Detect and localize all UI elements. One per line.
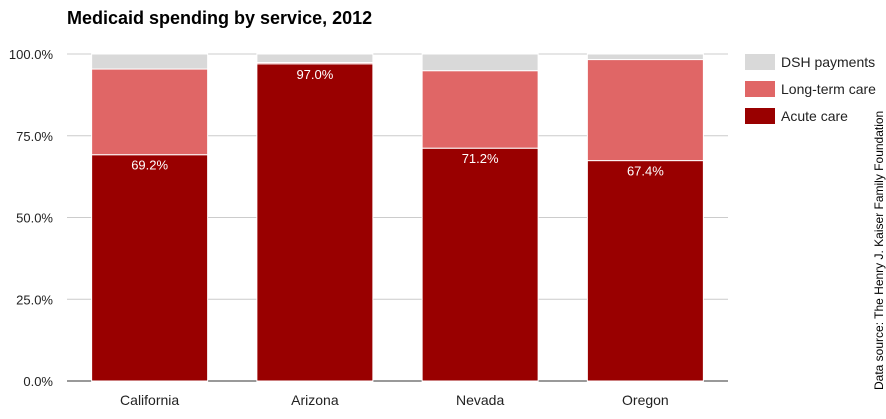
legend-label: DSH payments	[781, 54, 875, 70]
data-label: 69.2%	[131, 158, 168, 173]
x-tick-label: Arizona	[291, 392, 339, 408]
chart-title: Medicaid spending by service, 2012	[67, 8, 373, 28]
legend-swatch	[745, 108, 775, 124]
x-tick-label: Nevada	[456, 392, 504, 408]
data-label: 97.0%	[296, 67, 333, 82]
legend-swatch	[745, 81, 775, 97]
bar-segment	[91, 154, 209, 382]
data-source-annotation: Data source: The Henry J. Kaiser Family …	[872, 110, 886, 390]
y-tick-label: 25.0%	[16, 292, 53, 307]
legend-swatch	[745, 54, 775, 70]
data-label: 67.4%	[627, 164, 664, 179]
bar-segment	[586, 160, 704, 382]
legend-label: Acute care	[781, 108, 848, 124]
bar-segment	[421, 53, 539, 72]
y-tick-label: 75.0%	[16, 129, 53, 144]
y-tick-label: 50.0%	[16, 211, 53, 226]
legend-label: Long-term care	[781, 81, 876, 97]
bar-segment	[421, 147, 539, 382]
bar-segment	[586, 59, 704, 162]
bar-segment	[91, 68, 209, 156]
x-tick-label: California	[120, 392, 179, 408]
bar-segment	[586, 53, 704, 61]
y-tick-label: 0.0%	[23, 374, 53, 389]
bar-segment	[256, 53, 374, 64]
x-tick-label: Oregon	[622, 392, 669, 408]
bar-segment	[256, 63, 374, 382]
y-tick-label: 100.0%	[9, 47, 54, 62]
data-label: 71.2%	[462, 151, 499, 166]
bar-segment	[91, 53, 209, 70]
bar-segment	[421, 70, 539, 149]
